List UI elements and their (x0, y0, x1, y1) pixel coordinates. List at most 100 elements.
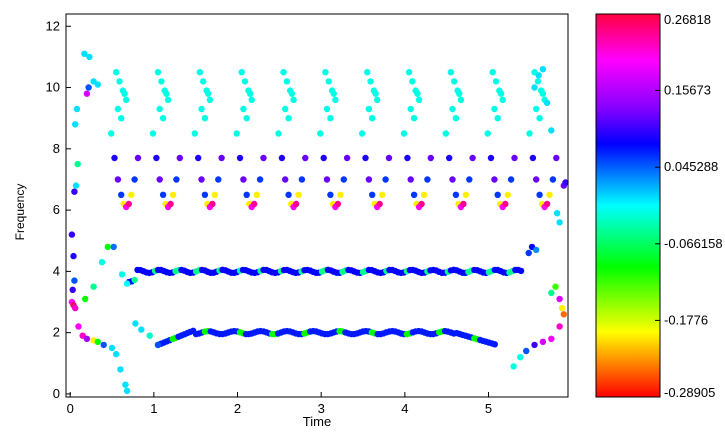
data-point (238, 69, 245, 76)
colorbar-tick-label: -0.066158 (664, 236, 723, 251)
data-point (385, 154, 393, 162)
data-point (535, 72, 542, 79)
data-point (146, 332, 153, 339)
data-point (134, 154, 142, 162)
data-point (251, 200, 258, 208)
data-point (400, 130, 408, 137)
data-point (556, 323, 563, 330)
data-point (334, 200, 342, 208)
data-point (82, 295, 89, 303)
data-point (108, 130, 115, 137)
data-point (491, 105, 498, 113)
data-point (424, 176, 431, 183)
data-point (469, 154, 476, 162)
data-point (539, 90, 547, 97)
x-tick-label: 5 (485, 401, 492, 416)
data-point (369, 191, 376, 198)
data-point (123, 387, 131, 395)
data-point (511, 154, 518, 162)
data-point (407, 176, 414, 183)
data-point (302, 154, 309, 162)
data-point (320, 154, 327, 162)
data-point (533, 246, 540, 254)
data-point (372, 90, 379, 97)
y-tick-label: 10 (46, 80, 60, 95)
data-point (536, 191, 543, 198)
data-point (123, 96, 130, 104)
data-point (548, 289, 555, 296)
data-point (85, 84, 92, 91)
data-point (123, 280, 131, 287)
data-point (359, 130, 366, 137)
data-point (484, 130, 491, 137)
data-point (113, 69, 120, 76)
data-point (452, 191, 460, 198)
data-point (153, 154, 160, 162)
data-point (427, 154, 434, 162)
data-point (114, 105, 122, 113)
data-point (365, 105, 373, 113)
data-point (283, 78, 291, 85)
data-point (253, 191, 260, 198)
data-point (376, 200, 383, 208)
data-point (323, 105, 331, 113)
data-point (549, 176, 557, 183)
data-point (374, 96, 381, 104)
data-point (491, 176, 498, 183)
data-point (460, 200, 467, 208)
data-point (211, 191, 219, 198)
data-point (72, 121, 79, 128)
colorbar-tick-label: 0.15673 (664, 83, 711, 98)
data-point (149, 130, 157, 137)
data-point (206, 96, 214, 104)
data-point (365, 176, 373, 183)
data-point (466, 176, 473, 183)
data-point (167, 200, 174, 208)
y-tick-label: 4 (53, 263, 60, 278)
data-point (70, 252, 77, 260)
data-point (449, 176, 456, 183)
data-point (118, 115, 125, 122)
data-point (332, 96, 339, 104)
data-point (369, 115, 376, 122)
data-point (240, 176, 247, 183)
data-point (449, 105, 456, 113)
data-point (462, 191, 470, 198)
data-point (510, 363, 517, 370)
data-point (176, 154, 183, 162)
data-point (298, 176, 306, 183)
data-point (288, 90, 296, 97)
data-point (285, 115, 292, 122)
data-point (132, 320, 139, 327)
data-point (523, 347, 530, 355)
data-point (456, 90, 463, 97)
x-axis-label: Time (303, 414, 331, 429)
data-point (539, 338, 547, 345)
data-point (556, 295, 563, 303)
data-point (83, 335, 91, 342)
data-point (553, 154, 560, 162)
data-point (295, 191, 302, 198)
data-point (553, 210, 561, 217)
data-point (405, 69, 413, 76)
data-point (533, 176, 540, 183)
colorbar-tick-label: -0.1776 (664, 312, 708, 327)
data-point (442, 130, 449, 137)
data-point (494, 115, 501, 122)
data-point (548, 127, 555, 134)
data-point (131, 176, 138, 183)
data-point (552, 283, 559, 290)
data-point (117, 366, 124, 373)
data-point (200, 78, 207, 85)
data-point (278, 154, 286, 162)
data-point (562, 179, 569, 186)
data-point (164, 96, 172, 104)
data-point (548, 335, 555, 342)
data-point (317, 130, 324, 137)
data-point (560, 311, 567, 318)
y-tick-label: 6 (53, 202, 60, 217)
data-point (198, 176, 205, 183)
data-point (529, 154, 537, 162)
data-point (556, 219, 563, 226)
